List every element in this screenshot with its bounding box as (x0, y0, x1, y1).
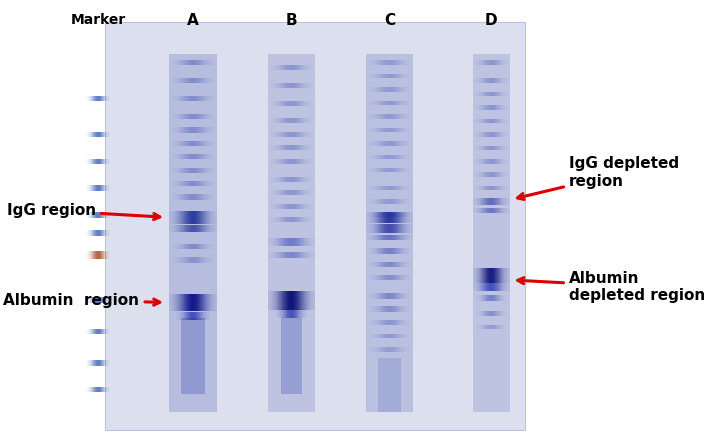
Bar (473, 54, 510, 412)
Text: C: C (384, 13, 395, 28)
Text: A: A (188, 13, 199, 28)
Bar (105, 22, 525, 430)
Bar (281, 318, 302, 394)
Text: Albumin  region: Albumin region (4, 293, 160, 308)
Bar (378, 358, 401, 412)
Text: Albumin
depleted region: Albumin depleted region (518, 271, 705, 303)
Bar (366, 54, 413, 412)
Bar (181, 318, 205, 394)
Text: IgG depleted
region: IgG depleted region (518, 156, 679, 199)
Text: Marker: Marker (71, 13, 126, 27)
Bar (268, 54, 315, 412)
Text: D: D (485, 13, 497, 28)
Bar (169, 54, 216, 412)
Text: B: B (285, 13, 297, 28)
Text: IgG region: IgG region (7, 203, 160, 220)
